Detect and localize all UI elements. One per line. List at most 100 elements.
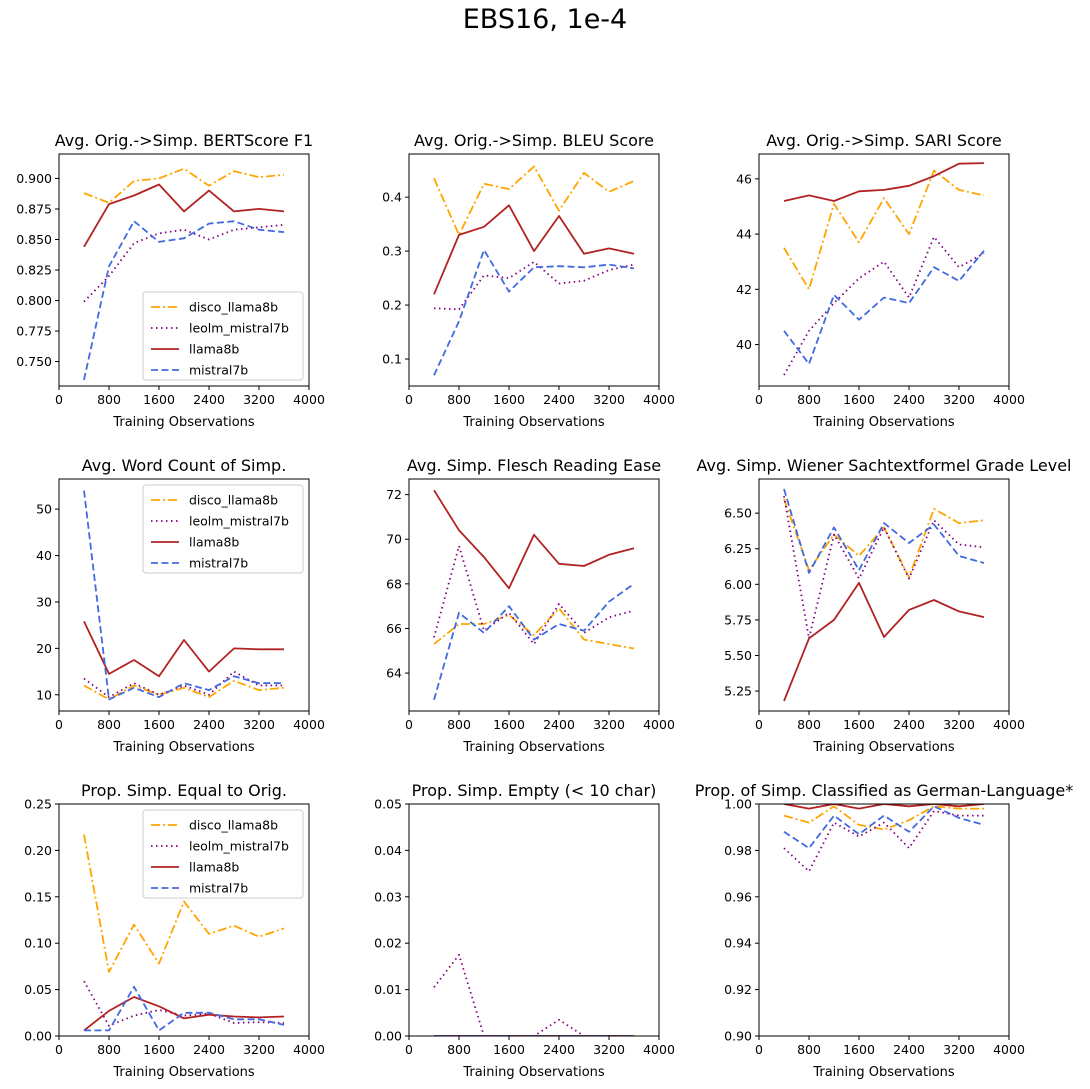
x-tick-label: 0 [55, 392, 63, 407]
x-tick-label: 4000 [643, 717, 675, 732]
subplot-title: Avg. Simp. Wiener Sachtextformel Grade L… [697, 456, 1072, 475]
x-tick-label: 0 [55, 717, 63, 732]
x-tick-label: 3200 [593, 717, 625, 732]
y-tick-label: 30 [36, 594, 52, 609]
series-line-disco_llama8b [783, 805, 984, 831]
y-tick-label: 0.05 [374, 797, 402, 812]
series-line-llama8b [783, 804, 985, 810]
x-axis-label: Training Observations [112, 1065, 255, 1080]
x-tick-label: 0 [55, 1042, 63, 1057]
x-tick-label: 0 [755, 1042, 763, 1057]
y-tick-label: 6.00 [724, 577, 752, 592]
legend-box [142, 291, 304, 381]
subplot-title: Avg. Orig.->Simp. BLEU Score [414, 131, 654, 150]
y-tick-label: 0.02 [374, 936, 402, 951]
y-tick-label: 20 [36, 641, 52, 656]
series-line-mistral7b [84, 985, 285, 1032]
y-tick-label: 0.825 [16, 263, 52, 278]
x-tick-label: 2400 [193, 1042, 225, 1057]
y-tick-label: 42 [736, 282, 752, 297]
x-tick-label: 800 [447, 1042, 471, 1057]
axes-frame [408, 478, 660, 712]
subplot-title: Prop. of Simp. Classified as German-Lang… [695, 781, 1073, 800]
y-tick-label: 0.05 [24, 982, 52, 997]
legend-label: mistral7b [189, 881, 248, 896]
legend-label: disco_llama8b [189, 493, 278, 508]
x-tick-label: 3200 [593, 392, 625, 407]
series-line-disco_llama8b [433, 607, 635, 650]
x-tick-label: 2400 [543, 1042, 575, 1057]
legend-label: disco_llama8b [189, 818, 278, 833]
axes-frame [58, 803, 310, 1037]
subplot-title: Prop. Simp. Equal to Orig. [81, 781, 287, 800]
axes-frame [758, 803, 1010, 1037]
x-axis-label: Training Observations [812, 1065, 955, 1080]
x-axis-label: Training Observations [462, 740, 605, 755]
y-tick-label: 0.98 [724, 843, 752, 858]
x-tick-label: 0 [755, 392, 763, 407]
legend-label: llama8b [189, 535, 239, 550]
y-tick-label: 5.75 [724, 612, 752, 627]
x-axis-label: Training Observations [112, 740, 255, 755]
x-tick-label: 800 [97, 1042, 121, 1057]
series-line-mistral7b [783, 805, 985, 849]
series-line-leolm_mistral7b [783, 495, 985, 640]
x-tick-label: 4000 [993, 392, 1025, 407]
subplot-title: Avg. Word Count of Simp. [82, 456, 287, 475]
series-line-llama8b [433, 204, 635, 295]
legend-label: mistral7b [189, 556, 248, 571]
x-tick-label: 3200 [593, 1042, 625, 1057]
y-tick-label: 40 [736, 337, 752, 352]
x-tick-label: 2400 [893, 1042, 925, 1057]
x-tick-label: 0 [405, 392, 413, 407]
series-line-disco_llama8b [783, 498, 985, 579]
figure-title: EBS16, 1e-4 [462, 4, 628, 35]
x-tick-label: 3200 [943, 1042, 975, 1057]
x-axis-label: Training Observations [812, 415, 955, 430]
y-tick-label: 0.10 [24, 936, 52, 951]
x-tick-label: 1600 [843, 1042, 875, 1057]
y-tick-label: 0.03 [374, 889, 402, 904]
y-tick-label: 72 [386, 487, 402, 502]
y-tick-label: 68 [386, 576, 402, 591]
series-line-leolm_mistral7b [83, 980, 285, 1027]
y-tick-label: 0.90 [724, 1029, 752, 1044]
legend-label: leolm_mistral7b [189, 839, 289, 854]
y-tick-label: 70 [386, 532, 402, 547]
y-tick-label: 0.94 [724, 936, 752, 951]
x-tick-label: 2400 [893, 392, 925, 407]
x-tick-label: 1600 [143, 1042, 175, 1057]
legend-box [142, 809, 304, 899]
legend-label: leolm_mistral7b [189, 321, 289, 336]
x-tick-label: 4000 [293, 717, 325, 732]
x-tick-label: 3200 [943, 392, 975, 407]
legend-label: llama8b [189, 342, 239, 357]
x-tick-label: 2400 [193, 717, 225, 732]
series-line-leolm_mistral7b [783, 235, 985, 376]
x-tick-label: 2400 [193, 392, 225, 407]
y-tick-label: 50 [36, 502, 52, 517]
x-tick-label: 2400 [893, 717, 925, 732]
y-tick-label: 64 [386, 666, 402, 681]
y-tick-label: 0.2 [382, 298, 402, 313]
y-tick-label: 0.92 [724, 982, 752, 997]
x-tick-label: 4000 [293, 1042, 325, 1057]
series-line-leolm_mistral7b [83, 670, 284, 698]
y-tick-label: 0.800 [16, 293, 52, 308]
axes-frame [408, 153, 660, 387]
series-line-disco_llama8b [83, 834, 285, 973]
y-tick-label: 0.00 [24, 1029, 52, 1044]
axes-frame [758, 153, 1010, 387]
y-tick-label: 0.900 [16, 171, 52, 186]
legend-label: mistral7b [189, 363, 248, 378]
series-line-mistral7b [433, 583, 635, 701]
legend-label: llama8b [189, 860, 239, 875]
y-tick-label: 0.3 [382, 244, 402, 259]
subplot-title: Prop. Simp. Empty (< 10 char) [412, 781, 657, 800]
series-line-mistral7b [433, 249, 635, 376]
series-line-disco_llama8b [783, 169, 985, 291]
axes-frame [758, 478, 1010, 712]
x-tick-label: 800 [797, 1042, 821, 1057]
x-tick-label: 1600 [143, 392, 175, 407]
